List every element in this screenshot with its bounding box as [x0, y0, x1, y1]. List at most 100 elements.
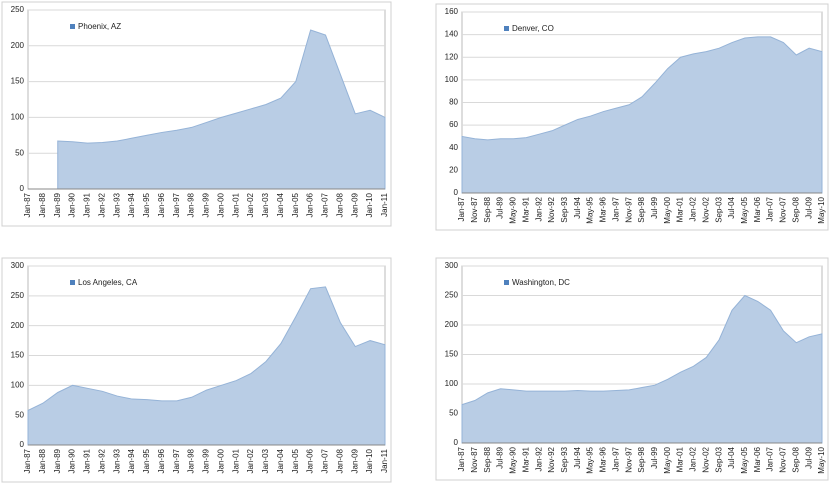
- y-tick-label: 300: [11, 261, 25, 270]
- x-tick-label: Jan-92: [97, 448, 106, 473]
- x-tick-label: Jan-02: [246, 448, 255, 473]
- x-tick-label: Nov-97: [624, 446, 633, 472]
- y-tick-label: 250: [11, 291, 25, 300]
- x-tick-label: Mar-91: [521, 446, 530, 472]
- x-tick-label: Jan-98: [187, 192, 196, 217]
- x-tick-label: Mar-01: [676, 196, 685, 222]
- x-tick-label: Jan-03: [261, 192, 270, 217]
- x-tick-label: May-05: [740, 446, 749, 473]
- x-tick-label: Jan-99: [202, 192, 211, 217]
- x-tick-label: Jan-08: [335, 192, 344, 217]
- x-tick-label: Jan-93: [112, 192, 121, 217]
- x-tick-label: Nov-87: [470, 196, 479, 222]
- x-tick-label: Jan-88: [38, 448, 47, 473]
- x-tick-label: Sep-93: [560, 196, 569, 222]
- y-tick-label: 40: [449, 143, 458, 152]
- x-tick-label: Jan-87: [457, 196, 466, 221]
- y-tick-label: 150: [445, 350, 459, 359]
- y-tick-label: 50: [15, 148, 24, 157]
- legend-label: Washington, DC: [512, 278, 570, 287]
- x-tick-label: Jan-07: [321, 192, 330, 217]
- y-tick-label: 0: [20, 184, 25, 193]
- area: [27, 286, 386, 446]
- x-tick-label: Jan-10: [365, 448, 374, 473]
- x-tick-label: May-95: [586, 446, 595, 473]
- x-tick-label: Jan-91: [83, 448, 92, 473]
- y-tick-label: 80: [449, 98, 458, 107]
- x-tick-label: Sep-08: [791, 446, 800, 472]
- x-tick-label: Nov-02: [701, 446, 710, 472]
- x-tick-label: Jul-94: [573, 446, 582, 468]
- legend-label: Phoenix, AZ: [78, 22, 121, 31]
- x-tick-label: May-05: [740, 196, 749, 223]
- x-tick-label: Jan-94: [127, 448, 136, 473]
- y-tick-label: 200: [11, 321, 25, 330]
- y-tick-label: 50: [449, 409, 458, 418]
- x-tick-label: Sep-03: [714, 196, 723, 222]
- x-tick-label: Jul-04: [727, 196, 736, 218]
- x-tick-label: Nov-07: [779, 446, 788, 472]
- x-tick-label: Jan-89: [53, 448, 62, 473]
- x-tick-label: Jan-07: [766, 196, 775, 221]
- x-tick-label: Jan-10: [365, 192, 374, 217]
- x-tick-label: Jan-87: [23, 448, 32, 473]
- x-tick-label: Sep-98: [637, 446, 646, 472]
- x-tick-label: Jan-04: [276, 448, 285, 473]
- x-tick-label: Nov-07: [779, 196, 788, 222]
- x-tick-label: Sep-93: [560, 446, 569, 472]
- y-tick-label: 150: [11, 77, 25, 86]
- x-tick-label: Jul-04: [727, 446, 736, 468]
- x-tick-label: Jan-96: [157, 448, 166, 473]
- x-tick-label: Sep-98: [637, 196, 646, 222]
- x-tick-label: Mar-06: [753, 446, 762, 472]
- x-tick-label: Jan-97: [611, 196, 620, 221]
- x-tick-label: Sep-03: [714, 446, 723, 472]
- x-tick-label: Nov-92: [547, 196, 556, 222]
- x-tick-label: Jan-93: [112, 448, 121, 473]
- x-tick-label: Jul-89: [496, 446, 505, 468]
- x-tick-label: Jan-04: [276, 192, 285, 217]
- chart-frame: [1, 257, 392, 483]
- x-tick-label: Sep-88: [483, 446, 492, 472]
- y-tick-label: 200: [445, 320, 459, 329]
- x-tick-label: Jan-96: [157, 192, 166, 217]
- x-tick-label: Jan-99: [202, 448, 211, 473]
- x-tick-label: Jan-92: [534, 196, 543, 221]
- x-tick-label: Jul-09: [804, 446, 813, 468]
- x-tick-label: Jan-11: [380, 192, 389, 216]
- x-tick-label: Sep-08: [791, 196, 800, 222]
- y-tick-label: 0: [454, 188, 459, 197]
- x-tick-label: Jan-87: [23, 192, 32, 217]
- y-tick-label: 250: [445, 291, 459, 300]
- x-tick-label: Jan-06: [306, 192, 315, 217]
- legend-swatch: [504, 26, 509, 31]
- x-tick-label: Nov-92: [547, 446, 556, 472]
- x-tick-label: Jan-07: [321, 448, 330, 473]
- x-tick-label: Jan-01: [231, 192, 240, 217]
- x-tick-label: Jan-05: [291, 448, 300, 473]
- x-tick-label: Jan-01: [231, 448, 240, 473]
- y-tick-label: 200: [11, 41, 25, 50]
- x-tick-label: May-90: [509, 196, 518, 223]
- legend-swatch: [70, 280, 75, 285]
- x-tick-label: May-10: [817, 446, 826, 473]
- x-tick-label: Jan-92: [534, 446, 543, 471]
- y-tick-label: 20: [449, 165, 458, 174]
- x-tick-label: Jan-03: [261, 448, 270, 473]
- y-tick-label: 0: [454, 438, 459, 447]
- chart-frame: [435, 3, 829, 231]
- y-tick-label: 160: [445, 7, 459, 16]
- x-tick-label: Jan-08: [335, 448, 344, 473]
- y-tick-label: 50: [15, 410, 24, 419]
- x-tick-label: Jan-00: [216, 448, 225, 473]
- x-tick-label: Mar-91: [521, 196, 530, 222]
- x-tick-label: Mar-96: [599, 196, 608, 222]
- x-tick-label: Jan-02: [689, 196, 698, 221]
- y-tick-label: 300: [445, 261, 459, 270]
- y-tick-label: 150: [11, 351, 25, 360]
- legend-label: Los Angeles, CA: [78, 278, 138, 287]
- area: [461, 294, 823, 444]
- x-tick-label: Nov-87: [470, 446, 479, 472]
- y-tick-label: 100: [445, 75, 459, 84]
